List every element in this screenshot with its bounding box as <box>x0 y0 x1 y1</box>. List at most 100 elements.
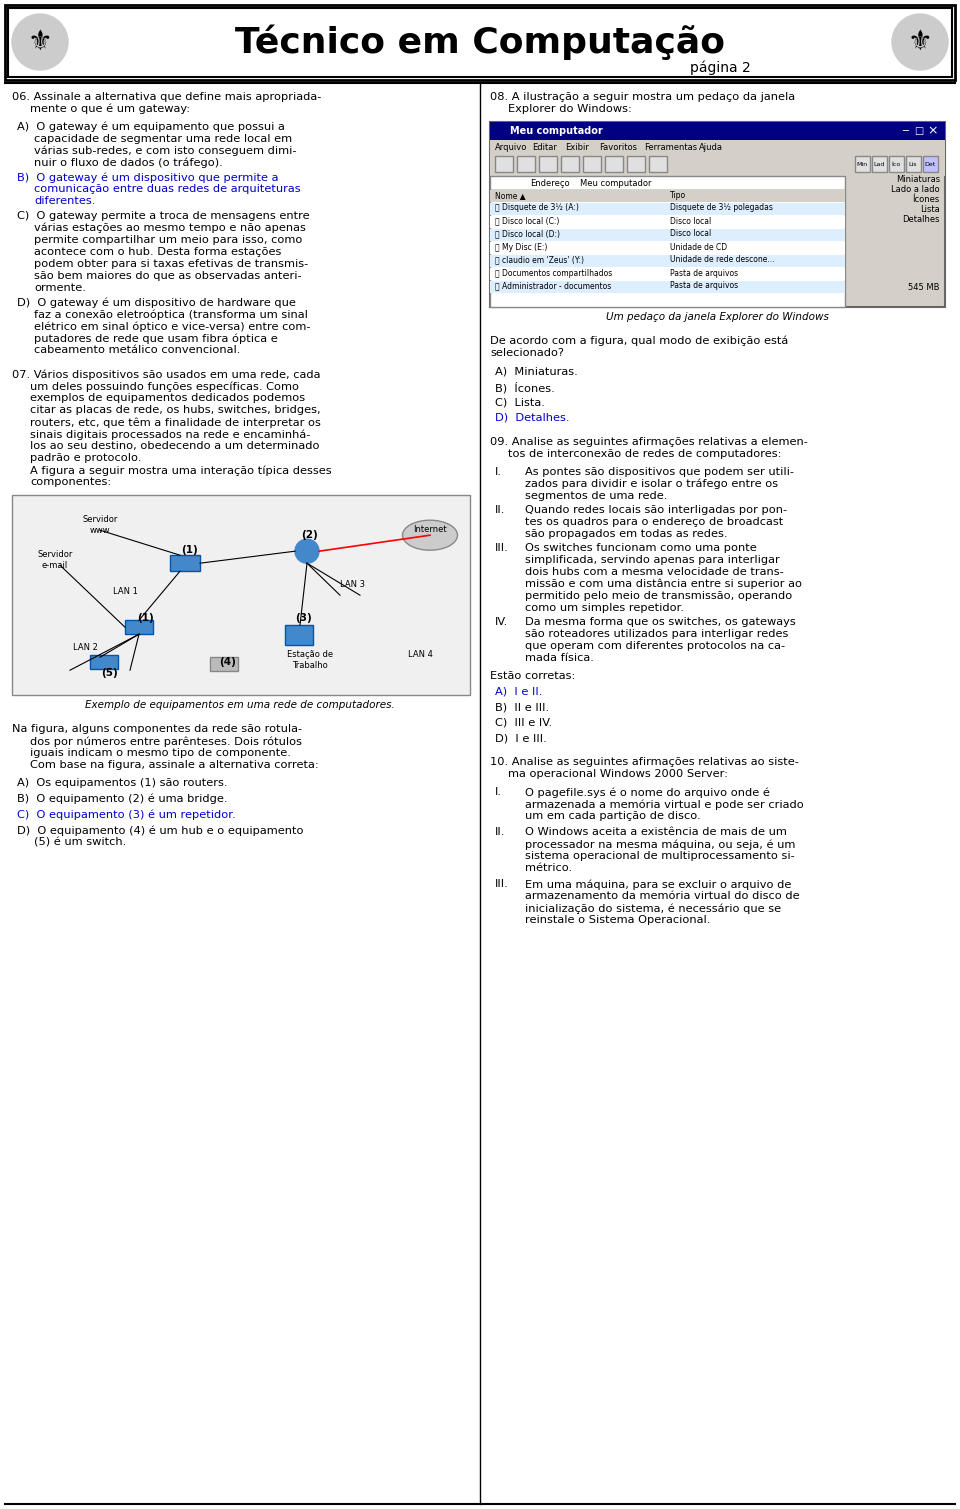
Text: padrão e protocolo.: padrão e protocolo. <box>30 453 141 463</box>
Text: II.: II. <box>495 827 505 837</box>
Bar <box>923 155 938 172</box>
Text: mente o que é um gateway:: mente o que é um gateway: <box>30 104 190 115</box>
Text: 💿 Disco local (D:): 💿 Disco local (D:) <box>495 229 560 238</box>
Text: 07. Vários dispositivos são usados em uma rede, cada: 07. Vários dispositivos são usados em um… <box>12 370 321 380</box>
Text: Disquete de 3½ polegadas: Disquete de 3½ polegadas <box>670 204 773 213</box>
Text: Nome ▲: Nome ▲ <box>495 192 526 201</box>
Text: dos por números entre parênteses. Dois rótulos: dos por números entre parênteses. Dois r… <box>30 736 302 747</box>
Text: ⚜: ⚜ <box>907 29 932 56</box>
Text: C)  O gateway permite a troca de mensagens entre: C) O gateway permite a troca de mensagen… <box>17 211 310 220</box>
Text: ⚜: ⚜ <box>28 29 53 56</box>
Text: Favoritos: Favoritos <box>599 142 636 151</box>
Text: Disco local: Disco local <box>670 229 711 238</box>
Text: Técnico em Computação: Técnico em Computação <box>235 24 725 60</box>
Bar <box>490 154 945 177</box>
Text: Com base na figura, assinale a alternativa correta:: Com base na figura, assinale a alternati… <box>30 761 319 770</box>
FancyBboxPatch shape <box>5 5 955 80</box>
Bar <box>490 204 845 214</box>
Text: Um pedaço da janela Explorer do Windows: Um pedaço da janela Explorer do Windows <box>606 312 828 321</box>
Text: 09. Analise as seguintes afirmações relativas a elemen-: 09. Analise as seguintes afirmações rela… <box>490 436 808 447</box>
Text: Ícones: Ícones <box>913 195 940 204</box>
Text: 📁 claudio em 'Zeus' (Y:): 📁 claudio em 'Zeus' (Y:) <box>495 255 584 264</box>
Text: Explorer do Windows:: Explorer do Windows: <box>508 104 632 115</box>
Bar <box>490 255 845 267</box>
Text: (5): (5) <box>102 668 118 678</box>
Bar <box>490 177 845 190</box>
Bar <box>490 216 845 228</box>
Text: que operam com diferentes protocolos na ca-: que operam com diferentes protocolos na … <box>525 641 785 650</box>
Bar <box>495 155 513 172</box>
Bar <box>855 155 870 172</box>
Text: C)  Lista.: C) Lista. <box>495 397 545 407</box>
Text: Em uma máquina, para se excluir o arquivo de: Em uma máquina, para se excluir o arquiv… <box>525 880 791 890</box>
Bar <box>627 155 645 172</box>
Text: Servidor
e-mail: Servidor e-mail <box>37 551 73 569</box>
Text: um deles possuindo funções específicas. Como: um deles possuindo funções específicas. … <box>30 382 299 392</box>
Text: Lista: Lista <box>921 205 940 213</box>
Text: III.: III. <box>495 543 509 552</box>
Bar <box>872 155 887 172</box>
Bar <box>490 140 945 154</box>
Bar <box>12 495 470 696</box>
Text: III.: III. <box>495 880 509 889</box>
Text: IV.: IV. <box>495 617 508 626</box>
Text: citar as placas de rede, os hubs, switches, bridges,: citar as placas de rede, os hubs, switch… <box>30 406 321 415</box>
Bar <box>605 155 623 172</box>
Text: inicialização do sistema, é necessário que se: inicialização do sistema, é necessário q… <box>525 904 781 914</box>
Text: ×: × <box>927 125 938 137</box>
Bar <box>906 155 921 172</box>
Text: D)  O gateway é um dispositivo de hardware que: D) O gateway é um dispositivo de hardwar… <box>17 297 296 308</box>
Text: Ajuda: Ajuda <box>699 142 723 151</box>
Text: Disco local: Disco local <box>670 216 711 225</box>
Text: permitido pelo meio de transmissão, operando: permitido pelo meio de transmissão, oper… <box>525 592 792 601</box>
Text: As pontes são dispositivos que podem ser utili-: As pontes são dispositivos que podem ser… <box>525 466 794 477</box>
Text: Meu computador: Meu computador <box>580 178 652 187</box>
Text: D)  I e III.: D) I e III. <box>495 733 547 744</box>
Text: métrico.: métrico. <box>525 863 572 874</box>
Text: Editar: Editar <box>533 142 557 151</box>
Text: 10. Analise as seguintes afirmações relativas ao siste-: 10. Analise as seguintes afirmações rela… <box>490 758 799 767</box>
Text: como um simples repetidor.: como um simples repetidor. <box>525 602 684 613</box>
Text: Miniaturas: Miniaturas <box>896 175 940 184</box>
Text: Min: Min <box>856 161 868 166</box>
Bar <box>517 155 535 172</box>
Text: De acordo com a figura, qual modo de exibição está: De acordo com a figura, qual modo de exi… <box>490 337 788 347</box>
Bar <box>490 122 945 306</box>
Circle shape <box>12 14 68 69</box>
Text: componentes:: componentes: <box>30 477 111 487</box>
Text: los ao seu destino, obedecendo a um determinado: los ao seu destino, obedecendo a um dete… <box>30 441 320 451</box>
Text: armazenada a memória virtual e pode ser criado: armazenada a memória virtual e pode ser … <box>525 800 804 810</box>
Bar <box>125 620 153 634</box>
Text: O Windows aceita a existência de mais de um: O Windows aceita a existência de mais de… <box>525 827 787 837</box>
Text: (4): (4) <box>220 658 236 667</box>
Text: acontece com o hub. Desta forma estações: acontece com o hub. Desta forma estações <box>34 247 281 257</box>
Text: Quando redes locais são interligadas por pon-: Quando redes locais são interligadas por… <box>525 506 787 515</box>
Text: várias estações ao mesmo tempo e não apenas: várias estações ao mesmo tempo e não ape… <box>34 223 306 234</box>
Text: A figura a seguir mostra uma interação típica desses: A figura a seguir mostra uma interação t… <box>30 465 331 475</box>
Text: podem obter para si taxas efetivas de transmis-: podem obter para si taxas efetivas de tr… <box>34 260 308 269</box>
Text: 💿 Disco local (C:): 💿 Disco local (C:) <box>495 216 560 225</box>
Bar <box>285 625 313 646</box>
Bar <box>170 555 200 572</box>
Text: I.: I. <box>495 788 502 797</box>
Text: Detalhes: Detalhes <box>902 214 940 223</box>
Text: Lado a lado: Lado a lado <box>892 184 940 193</box>
Bar <box>490 229 845 241</box>
Text: Internet: Internet <box>413 525 446 534</box>
Text: □: □ <box>914 125 924 136</box>
Text: simplificada, servindo apenas para interligar: simplificada, servindo apenas para inter… <box>525 555 780 564</box>
Text: Na figura, alguns componentes da rede são rotula-: Na figura, alguns componentes da rede sã… <box>12 724 302 735</box>
Bar <box>490 190 845 202</box>
Bar <box>490 190 845 306</box>
Ellipse shape <box>402 521 458 551</box>
Text: dois hubs com a mesma velocidade de trans-: dois hubs com a mesma velocidade de tran… <box>525 567 783 576</box>
Text: LAN 4: LAN 4 <box>408 650 432 659</box>
Text: O pagefile.sys é o nome do arquivo onde é: O pagefile.sys é o nome do arquivo onde … <box>525 788 770 798</box>
Text: Arquivo: Arquivo <box>495 142 527 151</box>
Text: várias sub-redes, e com isto conseguem dimi-: várias sub-redes, e com isto conseguem d… <box>34 146 297 157</box>
Text: Unidade de CD: Unidade de CD <box>670 243 727 252</box>
Text: Os switches funcionam como uma ponte: Os switches funcionam como uma ponte <box>525 543 756 552</box>
Text: ormente.: ormente. <box>34 282 85 293</box>
Text: Pasta de arquivos: Pasta de arquivos <box>670 269 738 278</box>
Text: Da mesma forma que os switches, os gateways: Da mesma forma que os switches, os gatew… <box>525 617 796 626</box>
